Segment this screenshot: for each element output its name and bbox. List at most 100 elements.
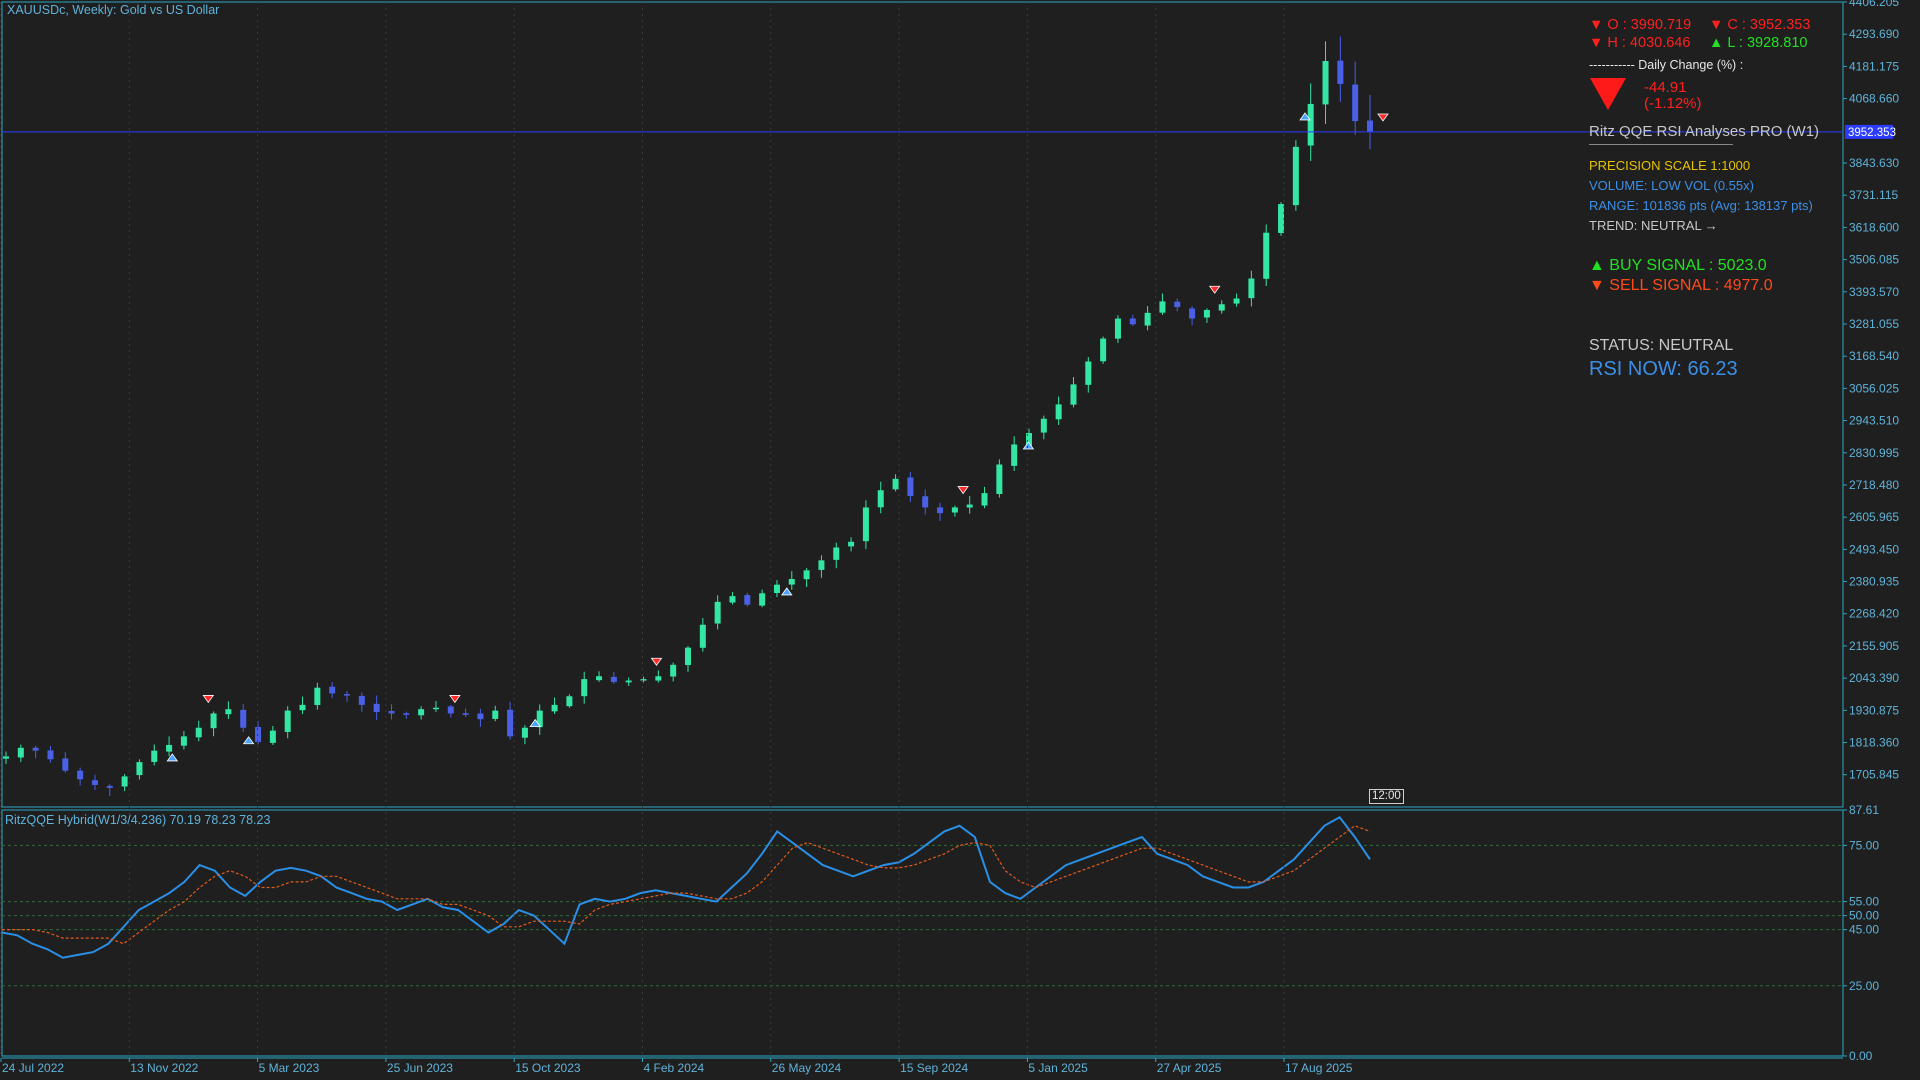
candle-body [625,680,632,683]
candle-body [106,785,113,788]
candle-body [1159,301,1166,313]
open-value: ▼ O : 3990.719 [1589,17,1692,33]
price-pane[interactable]: 4406.205 4293.690 4181.175 4068.660 3843.630… [1,0,1899,808]
candle-body [521,727,528,738]
x-tick-label: 13 Nov 2022 [130,1061,198,1075]
candle-body [62,758,69,771]
candle-body [566,696,573,707]
candle-body [803,570,810,580]
candle-body [1026,433,1032,446]
candle-body [848,541,855,547]
y-tick-label: 2718.480 [1849,478,1899,492]
osc-y-tick-label: 87.61 [1849,803,1879,817]
candle-body [1100,338,1107,362]
x-tick-label: 25 Jun 2023 [387,1061,453,1075]
daily-change-label: ----------- Daily Change (%) : [1589,58,1744,72]
candle-body [462,713,469,715]
candle-body [1070,384,1077,405]
candle-body [1055,404,1062,420]
title-divider [1589,144,1733,145]
rsi-now: RSI NOW: 66.23 [1589,358,1738,380]
candle-body [729,596,736,603]
x-tick-label: 26 May 2024 [772,1061,842,1075]
candle-body [1352,84,1359,122]
candle-body [937,507,944,514]
symbol-title: XAUUSDc, Weekly: Gold vs US Dollar [7,3,220,17]
x-tick-label: 27 Apr 2025 [1157,1061,1222,1075]
sell-arrow-icon [650,657,663,666]
candle-body [418,709,425,716]
candle-body [358,695,365,705]
y-tick-label: 2493.450 [1849,542,1899,556]
x-tick-label: 17 Aug 2025 [1285,1061,1353,1075]
candle-body [1011,444,1018,466]
y-tick-label: 1818.360 [1849,736,1899,750]
y-tick-label: 3168.540 [1849,349,1899,363]
candle-body [788,578,795,585]
candle-body [3,756,9,759]
candle-body [1218,304,1225,311]
candle-body [77,770,84,780]
candle-body [744,595,751,605]
candle-body [996,464,1003,494]
candle-body [180,736,187,746]
close-value: ▼ C : 3952.353 [1709,17,1811,33]
y-tick-label: 4293.690 [1849,27,1899,41]
x-tick-label: 15 Oct 2023 [515,1061,581,1075]
candle-body [551,704,558,712]
x-tick-label: 4 Feb 2024 [644,1061,705,1075]
x-tick-label: 5 Jan 2025 [1028,1061,1088,1075]
candle-body [1322,61,1329,105]
candle-body [447,706,454,714]
osc-y-tick-label: 55.00 [1849,895,1879,909]
rsi-line [1,816,1371,959]
volume-status: VOLUME: LOW VOL (0.55x) [1589,178,1754,193]
candle-body [403,713,410,715]
y-tick-label: 2943.510 [1849,414,1899,428]
low-value: ▲ L : 3928.810 [1709,35,1808,51]
candle-body [1367,120,1373,132]
candle-body [1040,418,1047,433]
candle-body [1337,60,1344,84]
down-triangle-icon [1590,78,1626,110]
candle-body [1233,298,1240,304]
price-frame [1,1,1844,808]
candle-body [210,713,217,729]
candle-body [1292,146,1299,206]
candle-body [655,676,662,681]
y-tick-label: 3506.085 [1849,253,1899,267]
candle-body [151,750,158,762]
current-price-tag-label: 3952.353 [1848,127,1896,139]
candle-body [907,477,914,496]
y-tick-label: 4181.175 [1849,59,1899,73]
candle-body [892,478,899,490]
signal-line [2,825,1371,945]
buy-arrow-icon [1299,112,1311,121]
candle-body [581,679,588,697]
y-tick-label: 2830.995 [1849,446,1899,460]
candle-body [1189,308,1196,319]
candle-body [329,686,336,694]
time-badge: 12:00 [1369,789,1404,804]
osc-y-tick-label: 25.00 [1849,979,1879,993]
y-tick-label: 3731.115 [1849,188,1898,202]
candle-body [966,504,973,508]
sell-arrow-icon [1377,113,1389,122]
indicator-title: RitzQQE Hybrid(W1/3/4.236) 70.19 78.23 7… [5,813,271,827]
candle-body [536,710,543,728]
candle-body [610,676,617,682]
candle-body [240,709,247,728]
info-panel-title: Ritz QQE RSI Analyses PRO (W1) [1589,123,1820,140]
candle-body [1174,301,1181,308]
osc-y-tick-label: 0.00 [1849,1049,1873,1063]
candle-body [699,624,706,648]
high-value: ▼ H : 4030.646 [1589,35,1691,51]
candle-body [166,744,173,752]
candle-body [773,584,780,593]
candle-body [195,727,202,738]
sell-arrow-icon [1208,285,1221,294]
candle-body [1114,318,1121,339]
sell-arrow-icon [202,695,215,704]
